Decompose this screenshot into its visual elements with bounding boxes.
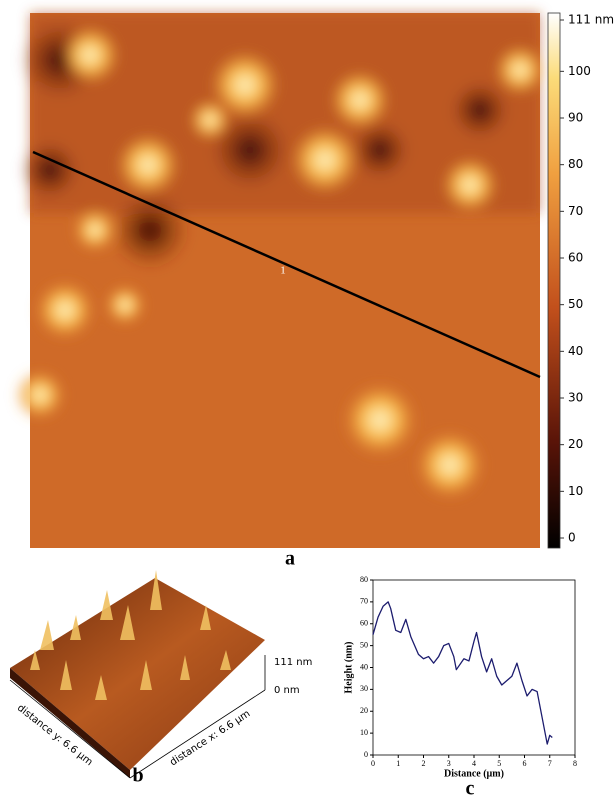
- y-tick-label: 80: [360, 575, 368, 584]
- surface-3d: [9, 570, 266, 779]
- colorbar-tick-label: 0: [568, 531, 576, 545]
- colorbar-tick-label: 60: [568, 251, 583, 265]
- profile-line: [372, 601, 553, 745]
- colorbar-tick-label: 100: [568, 64, 591, 78]
- x-tick-label: 7: [548, 759, 552, 768]
- y-tick-label: 30: [360, 684, 368, 693]
- x-axis-label: Distance (µm): [444, 768, 504, 779]
- colorbar-tick-label: 50: [568, 297, 583, 311]
- x-tick-label: 3: [447, 759, 451, 768]
- x-tick-label: 1: [396, 759, 400, 768]
- profile-marker: 1: [280, 265, 286, 277]
- colorbar-tick-label: 40: [568, 344, 583, 358]
- panel-label: a: [285, 548, 295, 570]
- x-tick-label: 5: [497, 759, 501, 768]
- x-tick-label: 2: [422, 759, 426, 768]
- colorbar-tick-label: 30: [568, 391, 583, 405]
- colorbar-tick-label: 111 nm: [568, 13, 614, 27]
- colorbar-tick-label: 70: [568, 204, 583, 218]
- colorbar-tick-label: 80: [568, 157, 583, 171]
- z-label: 111 nm: [274, 657, 312, 668]
- x-tick-label: 0: [371, 759, 375, 768]
- colorbar-tick-label: 20: [568, 437, 583, 451]
- colorbar-tick-label: 90: [568, 111, 583, 125]
- y-tick-label: 40: [360, 662, 368, 671]
- x-tick-label: 6: [523, 759, 527, 768]
- y-tick-label: 10: [360, 728, 368, 737]
- z-label: 0 nm: [274, 685, 300, 696]
- y-tick-label: 50: [360, 640, 368, 649]
- y-tick-label: 70: [360, 597, 368, 606]
- x-tick-label: 4: [472, 759, 476, 768]
- y-tick-label: 60: [360, 619, 368, 628]
- panel-label: b: [132, 765, 143, 787]
- afm-image: [15, 13, 545, 548]
- y-tick-label: 20: [360, 706, 368, 715]
- y-tick-label: 0: [364, 750, 368, 759]
- colorbar-tick-label: 10: [568, 484, 583, 498]
- panel-label: c: [466, 778, 475, 800]
- x-tick-label: 8: [573, 759, 577, 768]
- colorbar: [547, 12, 561, 549]
- y-axis-label: Height (nm): [343, 642, 354, 694]
